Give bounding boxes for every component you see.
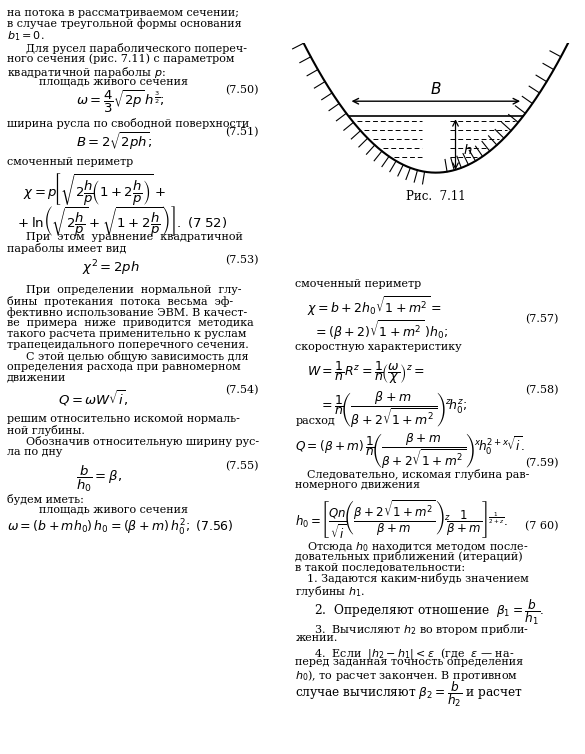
- Text: будем иметь:: будем иметь:: [7, 494, 84, 505]
- Text: $\chi^2 = 2ph$: $\chi^2 = 2ph$: [82, 258, 140, 277]
- Text: $B = 2\sqrt{2ph};$: $B = 2\sqrt{2ph};$: [76, 130, 153, 152]
- Text: определения расхода при равномерном: определения расхода при равномерном: [7, 362, 240, 372]
- Text: (7.53): (7.53): [225, 256, 259, 265]
- Text: $\dfrac{b}{h_0} = \beta,$: $\dfrac{b}{h_0} = \beta,$: [76, 464, 122, 494]
- Text: Обозначив относительную ширину рус-: Обозначив относительную ширину рус-: [26, 436, 259, 447]
- Text: $\omega = \dfrac{4}{3}\sqrt{2p}\,h^{\frac{3}{2}};$: $\omega = \dfrac{4}{3}\sqrt{2p}\,h^{\fra…: [76, 89, 164, 115]
- Text: перед заданная точность определения: перед заданная точность определения: [295, 657, 524, 667]
- Text: (7 60): (7 60): [525, 522, 559, 532]
- Text: довательных приближений (итераций): довательных приближений (итераций): [295, 551, 523, 562]
- Text: $\chi = p\!\left[\sqrt{2\dfrac{h}{p}\!\left(1+2\dfrac{h}{p}\right)}+\right.$: $\chi = p\!\left[\sqrt{2\dfrac{h}{p}\!\l…: [23, 172, 166, 208]
- Text: ве  примера  ниже  приводится  методика: ве примера ниже приводится методика: [7, 318, 254, 328]
- Text: ширина русла по свободной поверхности: ширина русла по свободной поверхности: [7, 118, 249, 129]
- Text: фективно использование ЭВМ. В качест-: фективно использование ЭВМ. В качест-: [7, 308, 247, 318]
- Text: (7.57): (7.57): [525, 314, 559, 325]
- Text: $B$: $B$: [430, 81, 442, 97]
- Text: трапецеидального поперечного сечения.: трапецеидального поперечного сечения.: [7, 340, 249, 350]
- Text: $= (\beta + 2)\sqrt{1+m^2}\,)h_0;$: $= (\beta + 2)\sqrt{1+m^2}\,)h_0;$: [313, 318, 448, 342]
- Text: параболы имеет вид: параболы имеет вид: [7, 243, 126, 254]
- Text: $h$: $h$: [463, 143, 473, 157]
- Text: (7.54): (7.54): [225, 385, 259, 395]
- Text: в случае треугольной формы основания: в случае треугольной формы основания: [7, 18, 242, 29]
- Text: решим относительно искомой нормаль-: решим относительно искомой нормаль-: [7, 414, 240, 425]
- Text: $\omega = (b + mh_0)\,h_0 = (\beta + m)\,h_0^2;\;(7.56)$: $\omega = (b + mh_0)\,h_0 = (\beta + m)\…: [7, 518, 234, 538]
- Text: $Q = (\beta+m)\,\dfrac{1}{n}\!\left(\dfrac{\beta+m}{\beta+2\sqrt{1+m^2}}\right)^: $Q = (\beta+m)\,\dfrac{1}{n}\!\left(\dfr…: [295, 431, 525, 470]
- Text: (7.58): (7.58): [525, 385, 559, 396]
- Text: Следовательно, искомая глубина рав-: Следовательно, искомая глубина рав-: [307, 469, 529, 480]
- Text: на потока в рассматриваемом сечении;: на потока в рассматриваемом сечении;: [7, 8, 239, 17]
- Text: (7.51): (7.51): [225, 127, 259, 137]
- Text: бины  протекания  потока  весьма  эф-: бины протекания потока весьма эф-: [7, 296, 233, 308]
- Text: расход: расход: [295, 416, 335, 426]
- Text: Рис.  7.11: Рис. 7.11: [406, 189, 466, 203]
- Text: ла по дну: ла по дну: [7, 447, 63, 457]
- Text: случае вычисляют $\beta_2 = \dfrac{b}{h_2}$ и расчет: случае вычисляют $\beta_2 = \dfrac{b}{h_…: [295, 679, 524, 709]
- Text: жении.: жении.: [295, 633, 338, 642]
- Text: 1. Задаются каким-нибудь значением: 1. Задаются каким-нибудь значением: [307, 573, 529, 584]
- Text: площадь живого сечения: площадь живого сечения: [39, 76, 188, 86]
- Text: глубины $h_1$.: глубины $h_1$.: [295, 584, 366, 599]
- Text: в такой последовательности:: в такой последовательности:: [295, 562, 466, 572]
- Text: скоростную характеристику: скоростную характеристику: [295, 342, 462, 352]
- Text: (7.50): (7.50): [225, 85, 259, 96]
- Text: $W = \dfrac{1}{n}R^z = \dfrac{1}{n}\!\left(\dfrac{\omega}{\chi}\right)^z =$: $W = \dfrac{1}{n}R^z = \dfrac{1}{n}\!\le…: [307, 359, 425, 386]
- Text: ного сечения (рис. 7.11) с параметром: ного сечения (рис. 7.11) с параметром: [7, 54, 235, 65]
- Text: смоченный периметр: смоченный периметр: [7, 157, 133, 167]
- Text: $h_0 = \!\left[\dfrac{Qn}{\sqrt{i}}\!\left(\dfrac{\beta+2\sqrt{1+m^2}}{\beta+m}\: $h_0 = \!\left[\dfrac{Qn}{\sqrt{i}}\!\le…: [295, 499, 508, 541]
- Text: движении: движении: [7, 372, 66, 383]
- Text: $b_1 = 0$.: $b_1 = 0$.: [7, 29, 44, 43]
- Text: квадратичной параболы $p$:: квадратичной параболы $p$:: [7, 65, 166, 80]
- Text: $\left.+\ln\!\left(\sqrt{2\dfrac{h}{p}}+\sqrt{1+2\dfrac{h}{p}}\right)\right].\;(: $\left.+\ln\!\left(\sqrt{2\dfrac{h}{p}}+…: [15, 205, 227, 240]
- Text: При  определении  нормальной  глу-: При определении нормальной глу-: [26, 286, 241, 296]
- Text: 4.  Если  $|h_2 - h_1| < \varepsilon$  (где  $\varepsilon$ — на-: 4. Если $|h_2 - h_1| < \varepsilon$ (где…: [314, 646, 514, 661]
- Text: смоченный периметр: смоченный периметр: [295, 279, 422, 289]
- Text: (7.59): (7.59): [525, 458, 559, 468]
- Text: площадь живого сечения: площадь живого сечения: [39, 504, 188, 515]
- Text: (7.55): (7.55): [225, 461, 259, 471]
- Text: При  этом  уравнение  квадратичной: При этом уравнение квадратичной: [26, 232, 243, 242]
- Text: ной глубины.: ной глубины.: [7, 425, 85, 437]
- Text: Отсюда $h_0$ находится методом после-: Отсюда $h_0$ находится методом после-: [307, 541, 528, 554]
- Text: $= \dfrac{1}{n}\!\left(\dfrac{\beta+m}{\beta+2\sqrt{1+m^2}}\right)^z\! h_0^z;$: $= \dfrac{1}{n}\!\left(\dfrac{\beta+m}{\…: [319, 389, 467, 430]
- Text: Для русел параболического попереч-: Для русел параболического попереч-: [26, 43, 247, 54]
- Text: С этой целью общую зависимость для: С этой целью общую зависимость для: [26, 351, 248, 362]
- Text: $\chi = b + 2h_0\sqrt{1+m^2} =$: $\chi = b + 2h_0\sqrt{1+m^2} =$: [307, 294, 442, 317]
- Text: $Q = \omega W\sqrt{i},$: $Q = \omega W\sqrt{i},$: [58, 388, 129, 408]
- Text: 3.  Вычисляют $h_2$ во втором прибли-: 3. Вычисляют $h_2$ во втором прибли-: [314, 622, 529, 636]
- Text: $h_0$), то расчет закончен. В противном: $h_0$), то расчет закончен. В противном: [295, 668, 518, 683]
- Text: 2.  Определяют отношение  $\beta_1 = \dfrac{b}{h_1}.$: 2. Определяют отношение $\beta_1 = \dfra…: [314, 598, 544, 627]
- Text: номерного движения: номерного движения: [295, 480, 421, 490]
- Text: такого расчета применительно к руслам: такого расчета применительно к руслам: [7, 329, 246, 339]
